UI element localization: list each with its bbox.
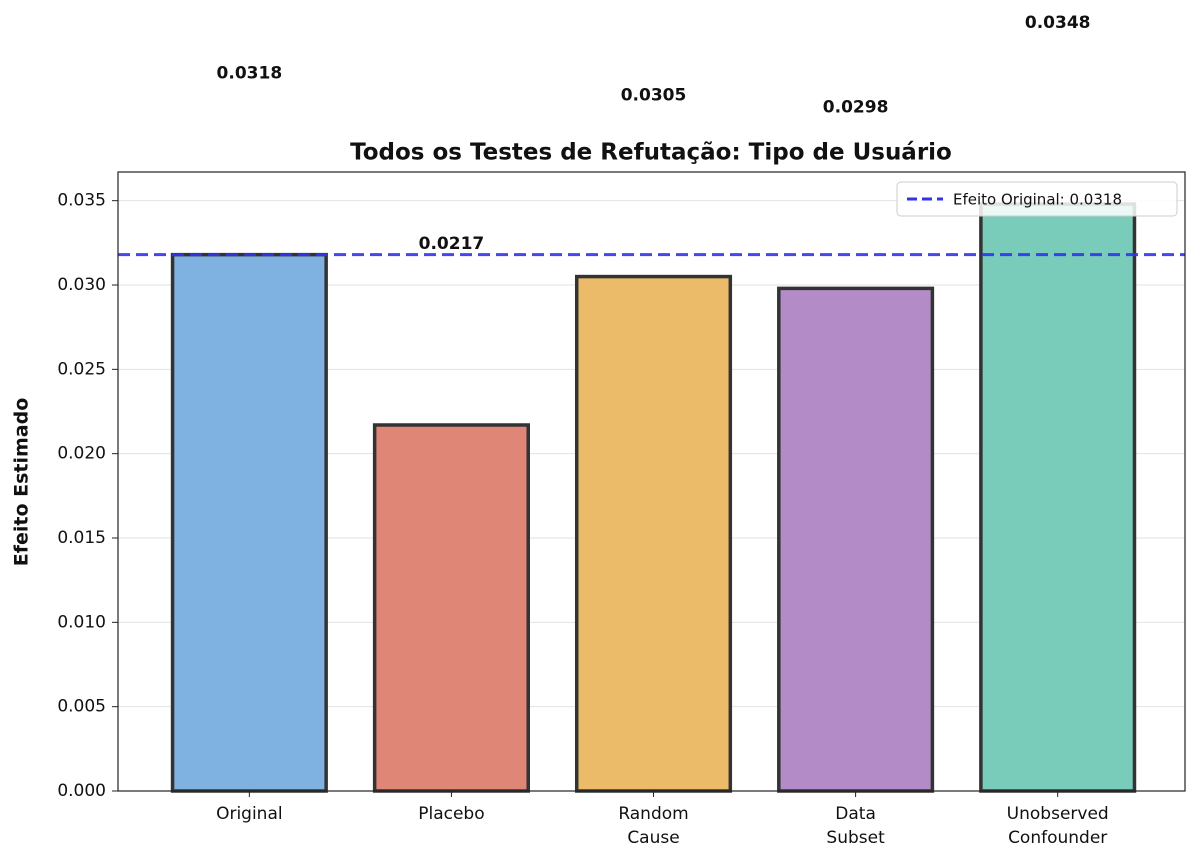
y-axis-label: Efeito Estimado (11, 398, 33, 567)
legend-box (896, 181, 1178, 217)
y-tick-label: 0.035 (57, 191, 106, 211)
y-tick-label: 0.015 (57, 528, 106, 548)
x-tick-label: Random Cause (618, 804, 688, 848)
x-tick-label: Unobserved Confounder (1007, 804, 1109, 848)
value-label: 0.0305 (621, 86, 687, 106)
value-label: 0.0318 (217, 64, 283, 84)
chart-title: Todos os Testes de Refutação: Tipo de Us… (350, 140, 952, 166)
bar (979, 202, 1137, 793)
y-tick-label: 0.010 (57, 612, 106, 632)
x-tick-label: Original (216, 804, 283, 824)
axes-frame (117, 171, 1186, 792)
bar (170, 252, 328, 793)
x-tick-label: Data Subset (826, 804, 885, 848)
y-tick-label: 0.025 (57, 359, 106, 379)
value-label: 0.0298 (823, 97, 889, 117)
value-label: 0.0348 (1025, 13, 1091, 33)
y-tick-label: 0.030 (57, 275, 106, 295)
x-tick-label: Placebo (418, 804, 484, 824)
value-label: 0.0217 (419, 234, 485, 254)
y-tick-label: 0.005 (57, 697, 106, 717)
legend-label: Efeito Original: 0.0318 (953, 191, 1122, 209)
bar (777, 286, 935, 793)
bar (372, 423, 530, 793)
bar (574, 274, 733, 793)
y-tick-label: 0.000 (57, 781, 106, 801)
y-tick-label: 0.020 (57, 444, 106, 464)
